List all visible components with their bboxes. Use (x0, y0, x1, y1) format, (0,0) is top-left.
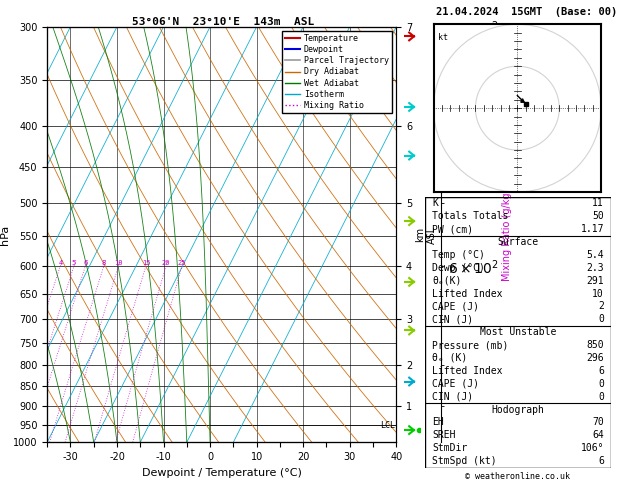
Text: Hodograph: Hodograph (491, 404, 545, 415)
Text: 70: 70 (592, 417, 604, 427)
Text: 0: 0 (598, 392, 604, 401)
Text: StmSpd (kt): StmSpd (kt) (432, 456, 497, 466)
Text: 53°06'N  23°10'E  143m  ASL: 53°06'N 23°10'E 143m ASL (132, 17, 314, 27)
Text: 10: 10 (114, 260, 123, 266)
Text: 4: 4 (58, 260, 62, 266)
Text: kt: kt (438, 33, 448, 42)
Text: CIN (J): CIN (J) (432, 314, 473, 324)
Text: 50: 50 (592, 211, 604, 221)
Text: 1.17: 1.17 (581, 224, 604, 234)
Text: 6: 6 (83, 260, 87, 266)
Y-axis label: Mixing Ratio (g/kg): Mixing Ratio (g/kg) (502, 189, 512, 280)
Text: 8: 8 (102, 260, 106, 266)
Text: © weatheronline.co.uk: © weatheronline.co.uk (465, 472, 569, 481)
Text: Temp (°C): Temp (°C) (432, 250, 485, 260)
Text: PW (cm): PW (cm) (432, 224, 473, 234)
Text: 296: 296 (586, 353, 604, 363)
Text: 5.4: 5.4 (586, 250, 604, 260)
Text: StmDir: StmDir (432, 443, 467, 453)
Text: CIN (J): CIN (J) (432, 392, 473, 401)
Text: Dewp (°C): Dewp (°C) (432, 263, 485, 273)
Text: 21.04.2024  15GMT  (Base: 00): 21.04.2024 15GMT (Base: 00) (437, 7, 618, 17)
Text: CAPE (J): CAPE (J) (432, 301, 479, 312)
Text: 6: 6 (598, 366, 604, 376)
Text: θₑ(K): θₑ(K) (432, 276, 462, 286)
Text: 850: 850 (586, 340, 604, 350)
Text: Lifted Index: Lifted Index (432, 289, 503, 298)
Text: 10: 10 (592, 289, 604, 298)
Y-axis label: km
ASL: km ASL (415, 226, 437, 243)
Text: LCL: LCL (380, 421, 395, 430)
Text: 6: 6 (598, 456, 604, 466)
Text: 2: 2 (598, 301, 604, 312)
Text: 2.3: 2.3 (586, 263, 604, 273)
Text: CAPE (J): CAPE (J) (432, 379, 479, 389)
Text: θₑ (K): θₑ (K) (432, 353, 467, 363)
Text: Pressure (mb): Pressure (mb) (432, 340, 508, 350)
Text: 20: 20 (162, 260, 170, 266)
Text: SREH: SREH (432, 430, 455, 440)
Text: 5: 5 (72, 260, 76, 266)
Y-axis label: hPa: hPa (0, 225, 10, 244)
Text: 11: 11 (592, 198, 604, 208)
Text: 291: 291 (586, 276, 604, 286)
Text: K: K (432, 198, 438, 208)
Text: 64: 64 (592, 430, 604, 440)
Text: Totals Totals: Totals Totals (432, 211, 508, 221)
Text: Surface: Surface (498, 237, 538, 247)
Text: 0: 0 (598, 314, 604, 324)
Text: Most Unstable: Most Unstable (480, 327, 556, 337)
Text: EH: EH (432, 417, 444, 427)
Text: 15: 15 (142, 260, 150, 266)
X-axis label: Dewpoint / Temperature (°C): Dewpoint / Temperature (°C) (142, 468, 302, 478)
Text: 0: 0 (598, 379, 604, 389)
Text: 25: 25 (178, 260, 186, 266)
Text: 106°: 106° (581, 443, 604, 453)
Text: Lifted Index: Lifted Index (432, 366, 503, 376)
Legend: Temperature, Dewpoint, Parcel Trajectory, Dry Adiabat, Wet Adiabat, Isotherm, Mi: Temperature, Dewpoint, Parcel Trajectory… (282, 31, 392, 113)
